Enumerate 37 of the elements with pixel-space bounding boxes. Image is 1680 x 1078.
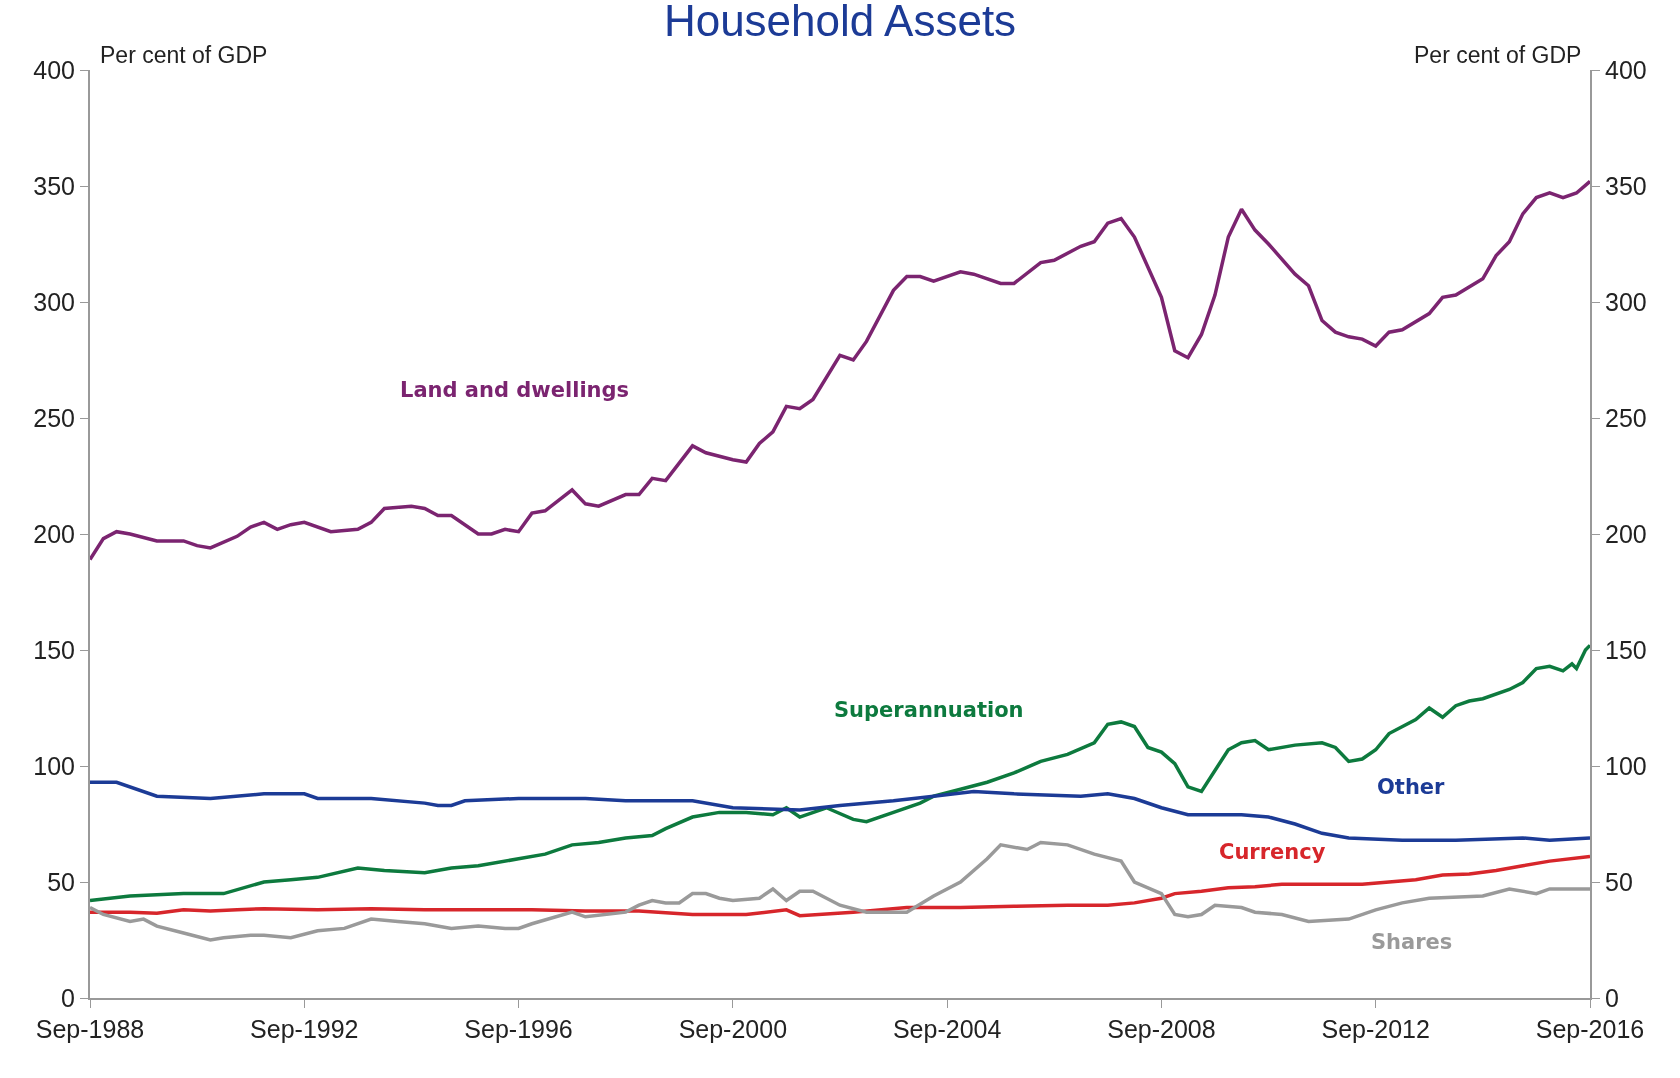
- y2-tick-label: 350: [1605, 171, 1647, 200]
- y2-axis-title: Per cent of GDP: [1414, 42, 1582, 68]
- y2-tick-label: 200: [1605, 519, 1647, 548]
- series-label: Currency: [1219, 840, 1326, 864]
- line-series: [90, 643, 1590, 903]
- series-label: Shares: [1371, 930, 1453, 954]
- y2-tick-label: 50: [1605, 867, 1633, 896]
- x-tick-label: Sep-1996: [464, 1015, 573, 1043]
- y-tick-label: 100: [33, 751, 75, 780]
- y-tick-label: 350: [33, 171, 75, 200]
- y-tick-label: 400: [33, 55, 75, 84]
- y-tick-label: 50: [47, 867, 75, 896]
- y2-tick-label: 100: [1605, 751, 1647, 780]
- y2-tick-label: 300: [1605, 287, 1647, 316]
- chart-title: Household Assets: [663, 0, 1017, 46]
- y2-tick-label: 150: [1605, 635, 1647, 664]
- series-label: Other: [1377, 775, 1446, 799]
- y-tick-label: 0: [61, 983, 75, 1012]
- x-tick-label: Sep-1992: [250, 1015, 359, 1043]
- x-tick-label: Sep-1988: [35, 1015, 145, 1043]
- y-tick-label: 150: [33, 635, 75, 664]
- x-tick-label: Sep-2000: [678, 1015, 788, 1043]
- x-tick-label: Sep-2012: [1321, 1015, 1430, 1043]
- y-tick-label: 200: [33, 519, 75, 548]
- x-tick-label: Sep-2016: [1535, 1015, 1645, 1043]
- y-tick-label: 250: [33, 403, 75, 432]
- x-tick-label: Sep-2004: [892, 1015, 1002, 1043]
- y2-tick-label: 250: [1605, 403, 1647, 432]
- y-tick-label: 300: [33, 287, 75, 316]
- line-series: [90, 780, 1590, 842]
- y-axis-title: Per cent of GDP: [100, 42, 268, 68]
- y2-tick-label: 400: [1605, 55, 1647, 84]
- text: Land and dwellings: [400, 378, 630, 402]
- x-tick-label: Sep-2008: [1107, 1015, 1216, 1043]
- line-series: [90, 179, 1590, 562]
- text: Superannuation: [834, 698, 1024, 722]
- y2-tick-label: 0: [1605, 983, 1619, 1012]
